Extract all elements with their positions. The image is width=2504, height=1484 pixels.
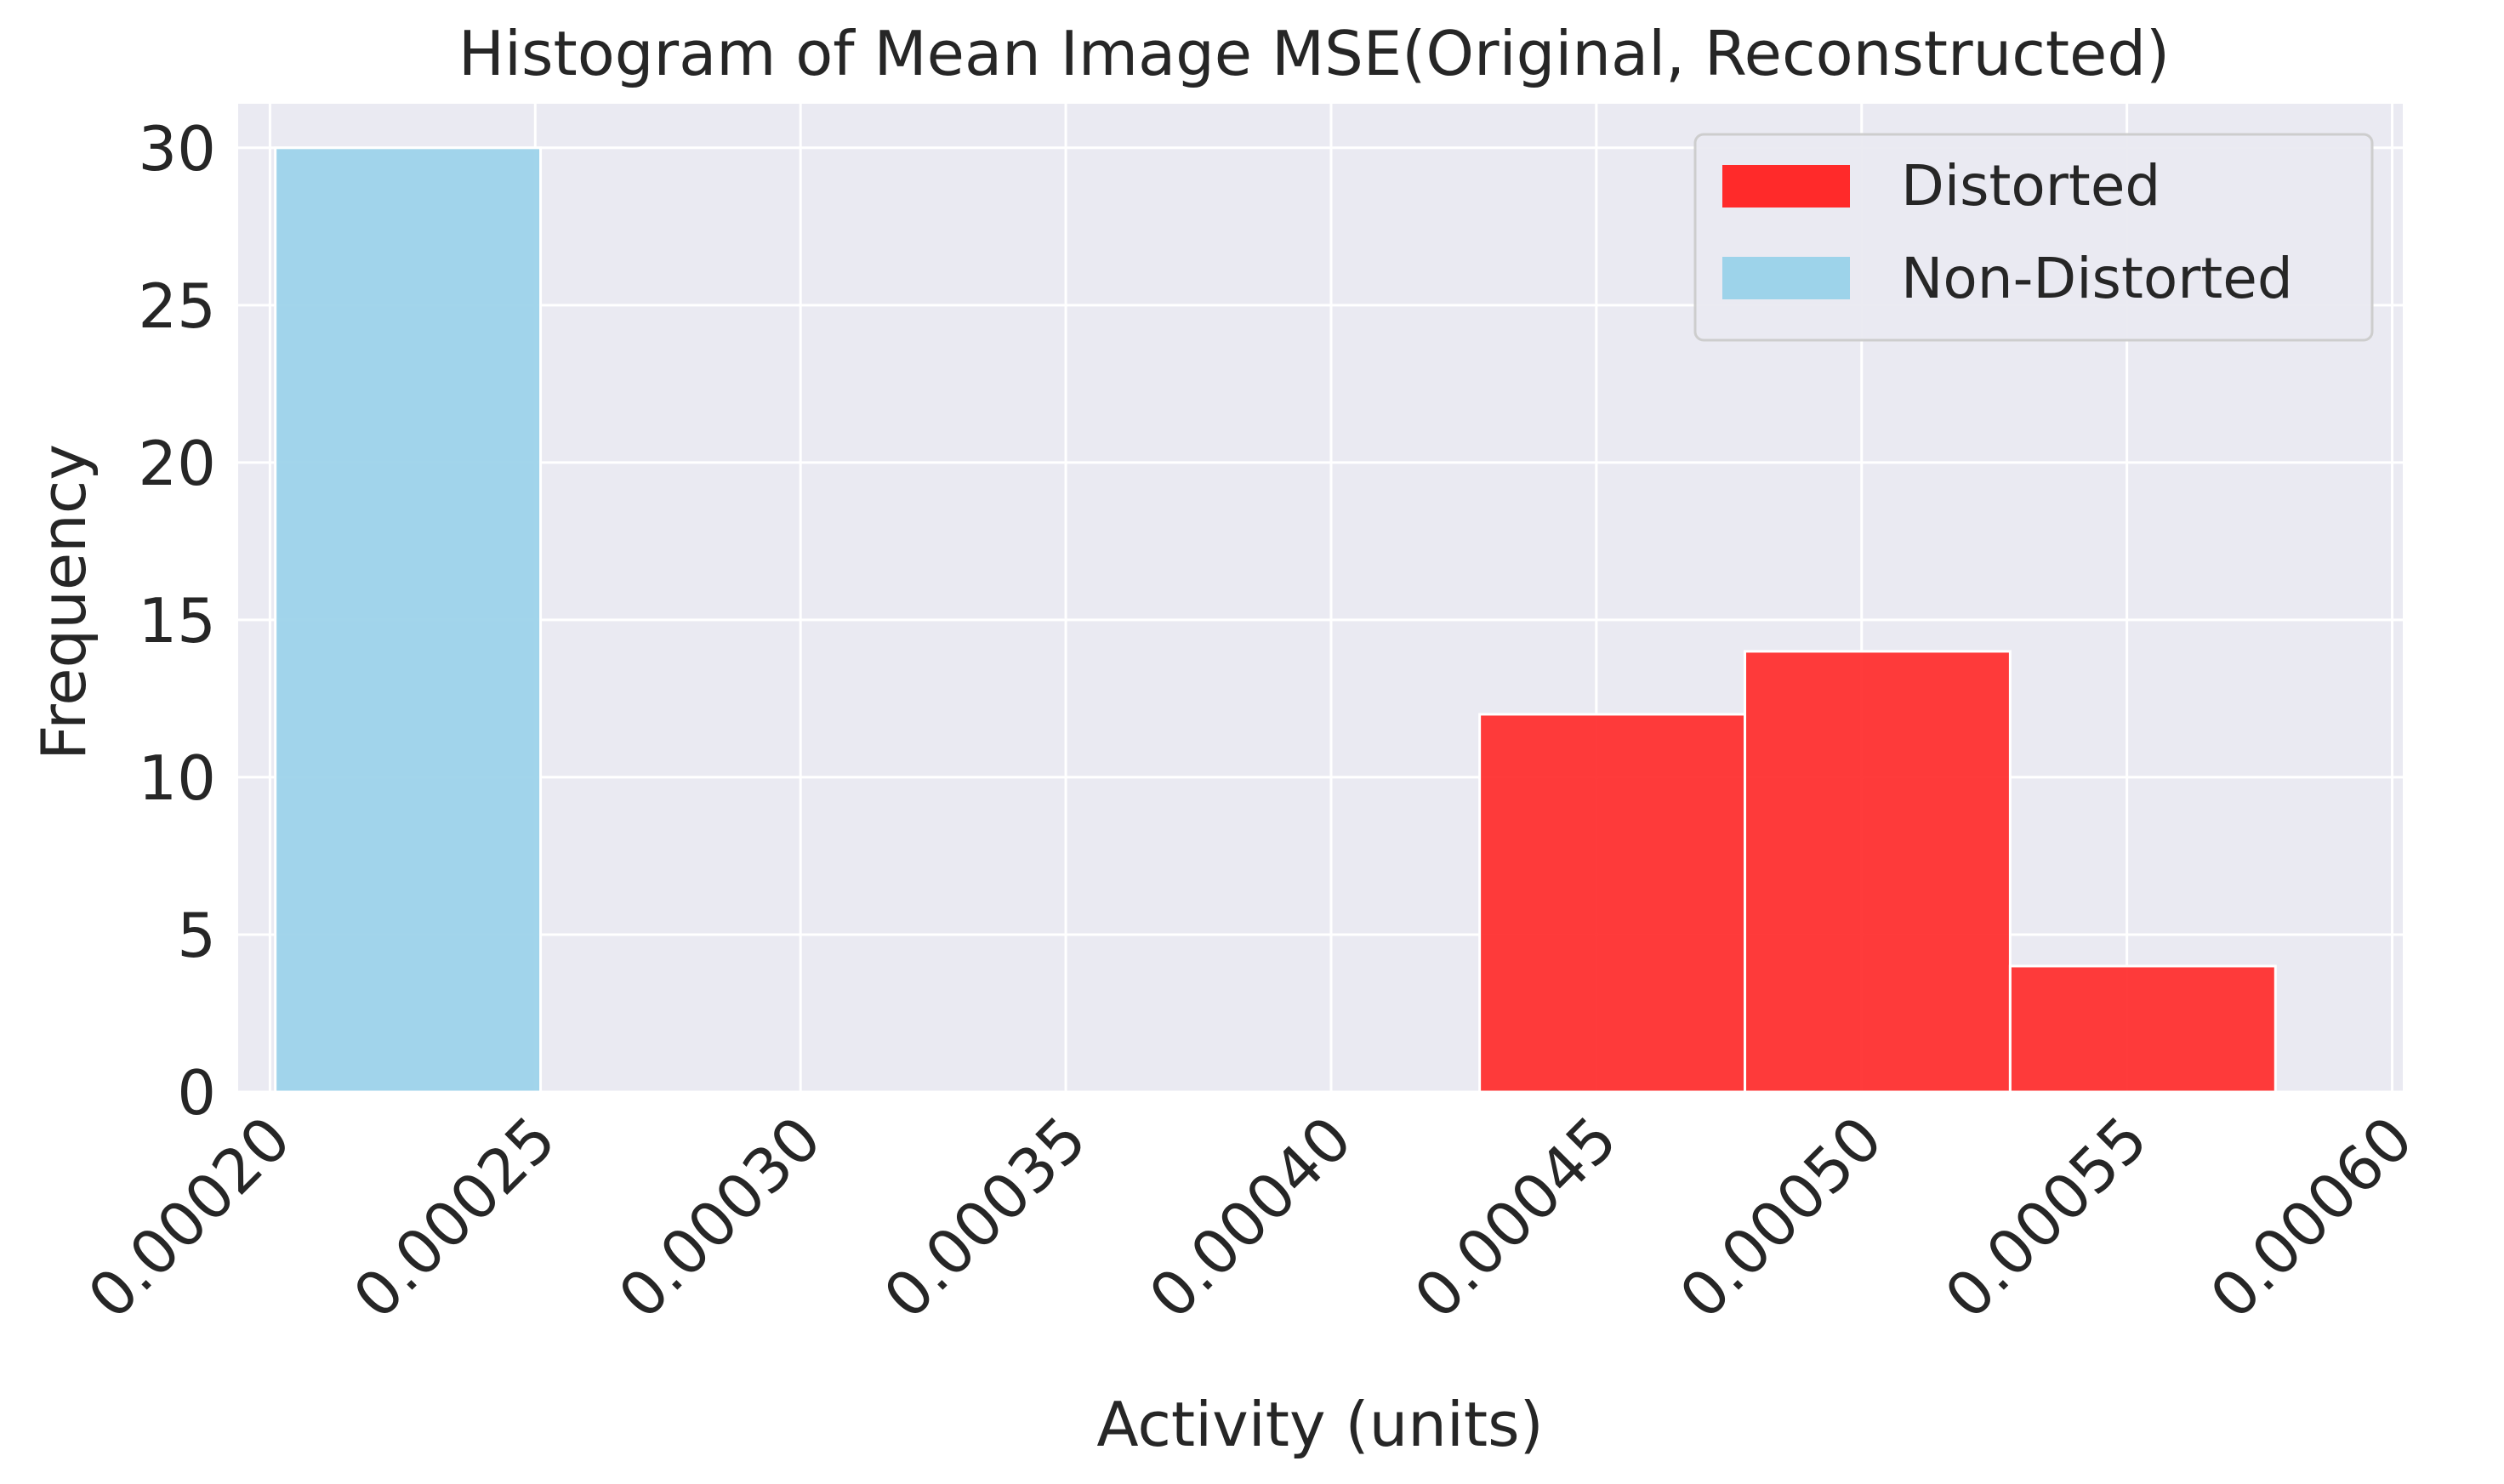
y-tick-label: 15 — [138, 585, 216, 657]
x-tick-label: 0.00040 — [1135, 1103, 1365, 1333]
histogram-bars — [274, 146, 2277, 1094]
chart-title: Histogram of Mean Image MSE(Original, Re… — [458, 18, 2170, 89]
legend: Distorted Non-Distorted — [1693, 133, 2374, 342]
bar-non-distorted-0 — [274, 146, 543, 1094]
bar-distorted-2 — [2008, 964, 2277, 1094]
legend-swatch-non-distorted — [1722, 257, 1850, 299]
x-tick-label: 0.00030 — [605, 1103, 834, 1333]
y-tick-label: 0 — [177, 1057, 216, 1129]
y-axis-label: Frequency — [28, 444, 100, 760]
x-tick-label: 0.00025 — [339, 1103, 569, 1333]
x-tick-label: 0.00060 — [2197, 1103, 2427, 1333]
bar-distorted-0 — [1478, 713, 1747, 1094]
y-tick-label: 25 — [138, 270, 216, 342]
legend-box — [1693, 133, 2374, 342]
x-axis-label: Activity (units) — [1096, 1389, 1543, 1460]
y-tick-label: 10 — [138, 742, 216, 814]
y-tick-labels: 0 5 10 15 20 25 30 — [138, 113, 216, 1129]
x-tick-label: 0.00050 — [1666, 1103, 1896, 1333]
y-tick-label: 5 — [177, 900, 216, 971]
y-tick-label: 20 — [138, 428, 216, 499]
y-tick-label: 30 — [138, 113, 216, 185]
legend-label-distorted: Distorted — [1901, 153, 2160, 219]
x-tick-label: 0.00035 — [870, 1103, 1100, 1333]
x-tick-label: 0.00055 — [1932, 1103, 2161, 1333]
x-tick-labels: 0.00020 0.00025 0.00030 0.00035 0.00040 0.000… — [75, 1103, 2427, 1333]
bar-distorted-1 — [1744, 650, 2012, 1094]
x-tick-label: 0.00020 — [75, 1103, 304, 1333]
x-tick-label: 0.00045 — [1401, 1103, 1630, 1333]
legend-swatch-distorted — [1722, 165, 1850, 208]
legend-label-non-distorted: Non-Distorted — [1901, 246, 2293, 311]
